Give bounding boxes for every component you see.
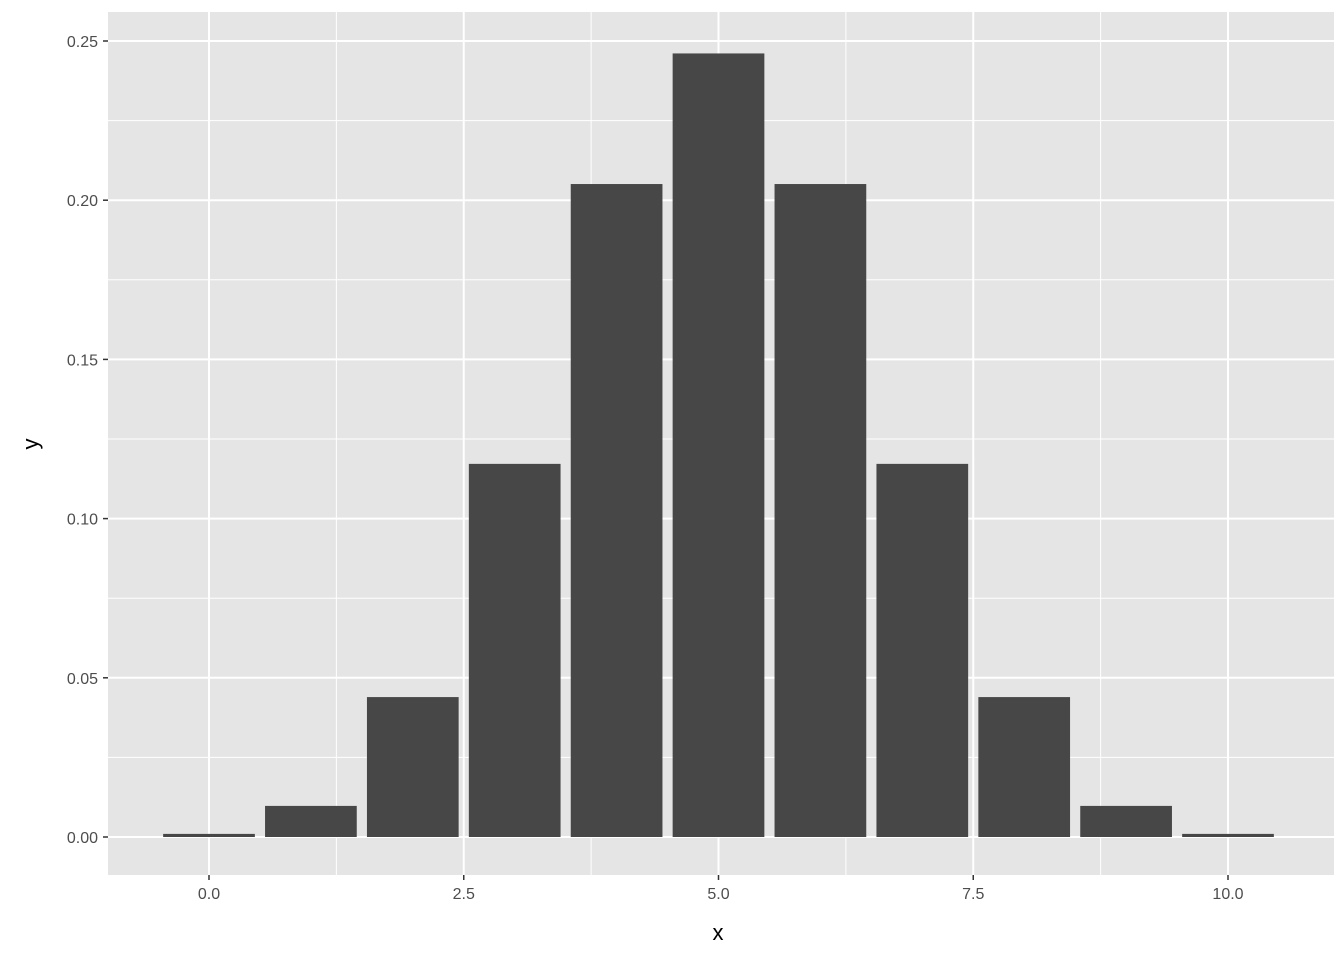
- bar: [978, 697, 1071, 837]
- y-tick-label: 0.05: [67, 671, 98, 688]
- bar: [366, 697, 459, 837]
- bar: [468, 463, 561, 837]
- bar: [672, 53, 765, 837]
- x-tick-label: 10.0: [1212, 886, 1243, 903]
- bar: [570, 184, 663, 838]
- x-tick-label: 0.0: [198, 886, 220, 903]
- bar: [1182, 833, 1274, 837]
- x-tick-label: 7.5: [962, 886, 984, 903]
- bar: [1080, 805, 1172, 837]
- y-tick-label: 0.10: [67, 512, 98, 529]
- y-tick-label: 0.25: [67, 34, 98, 51]
- x-tick-label: 2.5: [453, 886, 475, 903]
- bar: [876, 463, 969, 837]
- bar: [774, 184, 867, 838]
- y-axis-title: y: [18, 439, 43, 450]
- x-axis-title: x: [713, 920, 724, 945]
- y-tick-label: 0.20: [67, 193, 98, 210]
- bars: [163, 53, 1274, 838]
- y-tick-label: 0.15: [67, 352, 98, 369]
- x-tick-label: 5.0: [707, 886, 729, 903]
- bar: [163, 833, 255, 837]
- axes: 0.0 2.5 5.0 7.5 10.0 0.00 0.05 0.10 0.15 0.20 0.25: [67, 34, 1244, 903]
- y-tick-label: 0.00: [67, 830, 98, 847]
- bar: [265, 805, 357, 837]
